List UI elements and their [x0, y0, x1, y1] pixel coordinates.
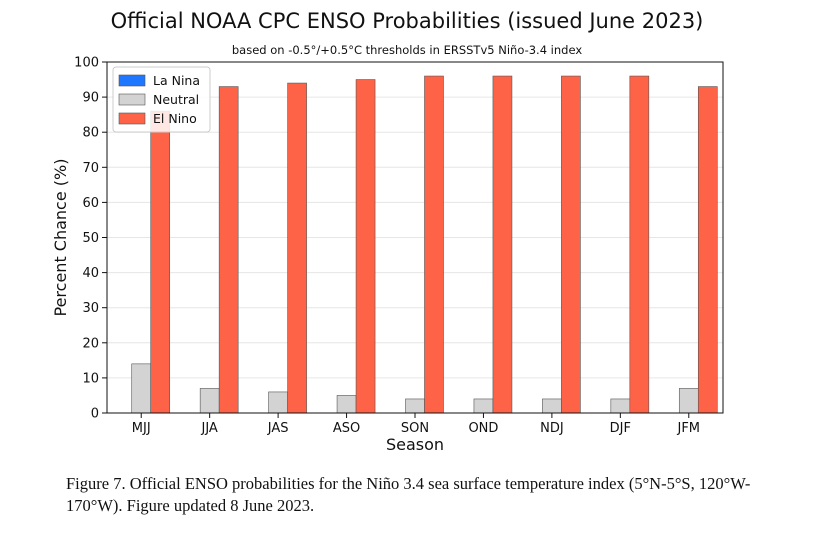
x-tick-label: SON — [401, 421, 429, 436]
x-tick-label: ASO — [333, 421, 360, 436]
y-tick-label: 90 — [82, 91, 99, 106]
bar-neutral-ndj — [542, 398, 562, 414]
y-tick-label: 20 — [82, 336, 99, 351]
bar-neutral-jas — [268, 391, 288, 414]
bar-neutral-djf — [610, 398, 631, 414]
legend-swatch-el-nino — [118, 112, 146, 125]
bar-neutral-mjj — [131, 363, 152, 414]
bar-el-nino-ond — [492, 75, 513, 414]
y-tick-label: 50 — [82, 231, 99, 246]
bar-chart: 0 10 20 30 40 50 60 70 80 90 100 MJJ JJA JAS ASO SON OND… — [51, 56, 724, 454]
x-tick-label: DJF — [610, 421, 631, 436]
bar-el-nino-ndj — [561, 75, 581, 414]
x-tick-label: NDJ — [540, 421, 564, 436]
y-tick-label: 30 — [82, 301, 99, 316]
bar-el-nino-jfm — [697, 86, 718, 414]
figure-caption: Figure 7. Official ENSO probabilities fo… — [66, 474, 751, 515]
x-tick-label: OND — [468, 421, 498, 436]
y-tick-label: 100 — [74, 56, 99, 71]
y-axis-label: Percent Chance (%) — [51, 159, 70, 317]
plot-frame — [106, 61, 724, 414]
bar-el-nino-djf — [629, 75, 650, 414]
bar-el-nino-jas — [287, 82, 307, 414]
legend-label: El Nino — [153, 111, 197, 126]
bar-neutral-aso — [336, 395, 357, 414]
y-tick-label: 0 — [91, 407, 99, 422]
chart-subtitle: based on -0.5°/+0.5°C thresholds in ERSS… — [231, 43, 583, 57]
x-tick-label: JJA — [200, 421, 217, 436]
bar-el-nino-aso — [355, 79, 376, 414]
y-tick-label: 60 — [82, 196, 99, 211]
bar-el-nino-jja — [218, 86, 239, 414]
legend-label: Neutral — [153, 92, 199, 107]
bar-el-nino-son — [424, 75, 444, 414]
chart-title: Official NOAA CPC ENSO Probabilities (is… — [110, 9, 704, 33]
y-tick-label: 40 — [82, 266, 99, 281]
axes — [102, 61, 724, 418]
x-axis-label: Season — [386, 435, 444, 454]
bar-neutral-ond — [473, 398, 494, 414]
y-tick-label: 70 — [82, 161, 99, 176]
tick-labels: 0 10 20 30 40 50 60 70 80 90 100 MJJ JJA JAS ASO SON OND… — [74, 56, 700, 437]
y-tick-label: 80 — [82, 126, 99, 141]
x-tick-label: MJJ — [132, 421, 151, 436]
y-tick-label: 10 — [82, 371, 99, 386]
bars — [131, 75, 718, 414]
x-tick-label: JFM — [677, 421, 701, 436]
x-tick-label: JAS — [267, 421, 289, 436]
bar-neutral-jja — [199, 388, 220, 414]
legend-swatch-la-nina — [118, 74, 146, 87]
legend-label: La Nina — [153, 73, 200, 88]
bar-neutral-jfm — [678, 388, 699, 414]
legend: La Nina Neutral El Nino — [112, 66, 211, 133]
bar-el-nino-mjj — [150, 110, 171, 414]
legend-swatch-neutral — [118, 93, 146, 106]
bar-neutral-son — [405, 398, 425, 414]
